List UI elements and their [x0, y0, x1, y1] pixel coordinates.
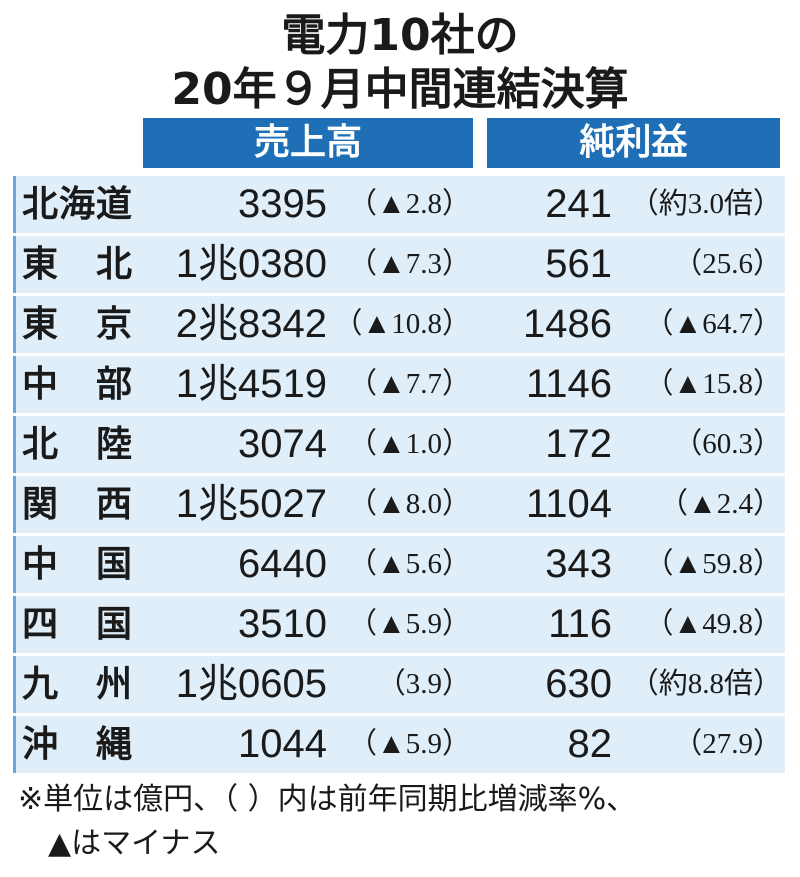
- profit-change: （▲59.8）: [644, 548, 782, 580]
- sales-change: （3.9）: [376, 668, 471, 700]
- row-background: [13, 296, 785, 353]
- column-header: 純利益: [487, 118, 780, 168]
- net-profit: 561: [545, 242, 612, 286]
- sales: 1兆4519: [175, 362, 327, 406]
- column-header: 売上高: [143, 118, 473, 168]
- sales-change: （▲5.6）: [348, 548, 471, 580]
- net-profit: 1104: [525, 482, 612, 526]
- profit-change: （25.6）: [673, 248, 782, 280]
- row-label: 沖縄: [22, 724, 132, 765]
- row-background: [13, 596, 785, 653]
- sales-change: （▲8.0）: [348, 488, 471, 520]
- row-edge: [13, 656, 16, 713]
- net-profit: 630: [545, 662, 612, 706]
- row-edge: [13, 716, 16, 773]
- sales-change: （▲2.8）: [348, 188, 471, 220]
- footnote: ※単位は億円、（ ）内は前年同期比増減率%、: [18, 782, 637, 817]
- title-line: 電力10社の: [281, 10, 519, 61]
- profit-change: （▲15.8）: [644, 368, 782, 400]
- sales: 3510: [238, 602, 327, 646]
- row-label: 東京: [22, 304, 132, 345]
- title-line: 20年９月中間連結決算: [171, 64, 629, 115]
- row-label: 北陸: [22, 424, 132, 465]
- net-profit: 343: [545, 542, 612, 586]
- sales: 1兆0380: [175, 242, 327, 286]
- row-edge: [13, 176, 16, 233]
- sales-change: （▲7.3）: [348, 248, 471, 280]
- row-background: [13, 416, 785, 473]
- row-edge: [13, 236, 16, 293]
- profit-change: （27.9）: [673, 728, 782, 760]
- row-edge: [13, 416, 16, 473]
- profit-change: （約8.8倍）: [629, 668, 782, 700]
- row-label: 九州: [22, 664, 132, 705]
- sales-change: （▲1.0）: [348, 428, 471, 460]
- row-background: [13, 356, 785, 413]
- footnote: ▲はマイナス: [48, 826, 221, 861]
- sales: 1兆0605: [175, 662, 327, 706]
- sales-change: （▲5.9）: [348, 608, 471, 640]
- profit-change: （▲64.7）: [644, 308, 782, 340]
- row-background: [13, 236, 785, 293]
- row-background: [13, 716, 785, 773]
- sales: 3074: [238, 422, 327, 466]
- net-profit: 116: [548, 602, 612, 646]
- profit-change: （約3.0倍）: [629, 188, 782, 220]
- sales-change: （▲5.9）: [348, 728, 471, 760]
- row-label: 中部: [22, 364, 132, 405]
- row-background: [13, 176, 785, 233]
- net-profit: 241: [545, 182, 612, 226]
- sales: 2兆8342: [175, 302, 327, 346]
- net-profit: 1146: [525, 362, 612, 406]
- row-edge: [13, 356, 16, 413]
- row-label: 四国: [22, 604, 132, 645]
- row-edge: [13, 476, 16, 533]
- row-background: [13, 536, 785, 593]
- net-profit: 172: [545, 422, 612, 466]
- sales: 3395: [238, 182, 327, 226]
- profit-change: （60.3）: [673, 428, 782, 460]
- sales: 6440: [238, 542, 327, 586]
- sales: 1兆5027: [175, 482, 327, 526]
- row-label: 関西: [22, 484, 132, 525]
- profit-change: （▲49.8）: [644, 608, 782, 640]
- net-profit: 82: [567, 722, 613, 766]
- row-background: [13, 656, 785, 713]
- row-edge: [13, 296, 16, 353]
- sales-change: （▲7.7）: [348, 368, 471, 400]
- sales-change: （▲10.8）: [333, 308, 471, 340]
- net-profit: 1486: [523, 302, 612, 346]
- row-edge: [13, 596, 16, 653]
- row-label: 東北: [22, 244, 132, 285]
- row-background: [13, 476, 785, 533]
- row-label: 北海道: [22, 184, 132, 225]
- row-edge: [13, 536, 16, 593]
- profit-change: （▲2.4）: [659, 488, 782, 520]
- row-label: 中国: [22, 544, 132, 585]
- sales: 1044: [238, 722, 327, 766]
